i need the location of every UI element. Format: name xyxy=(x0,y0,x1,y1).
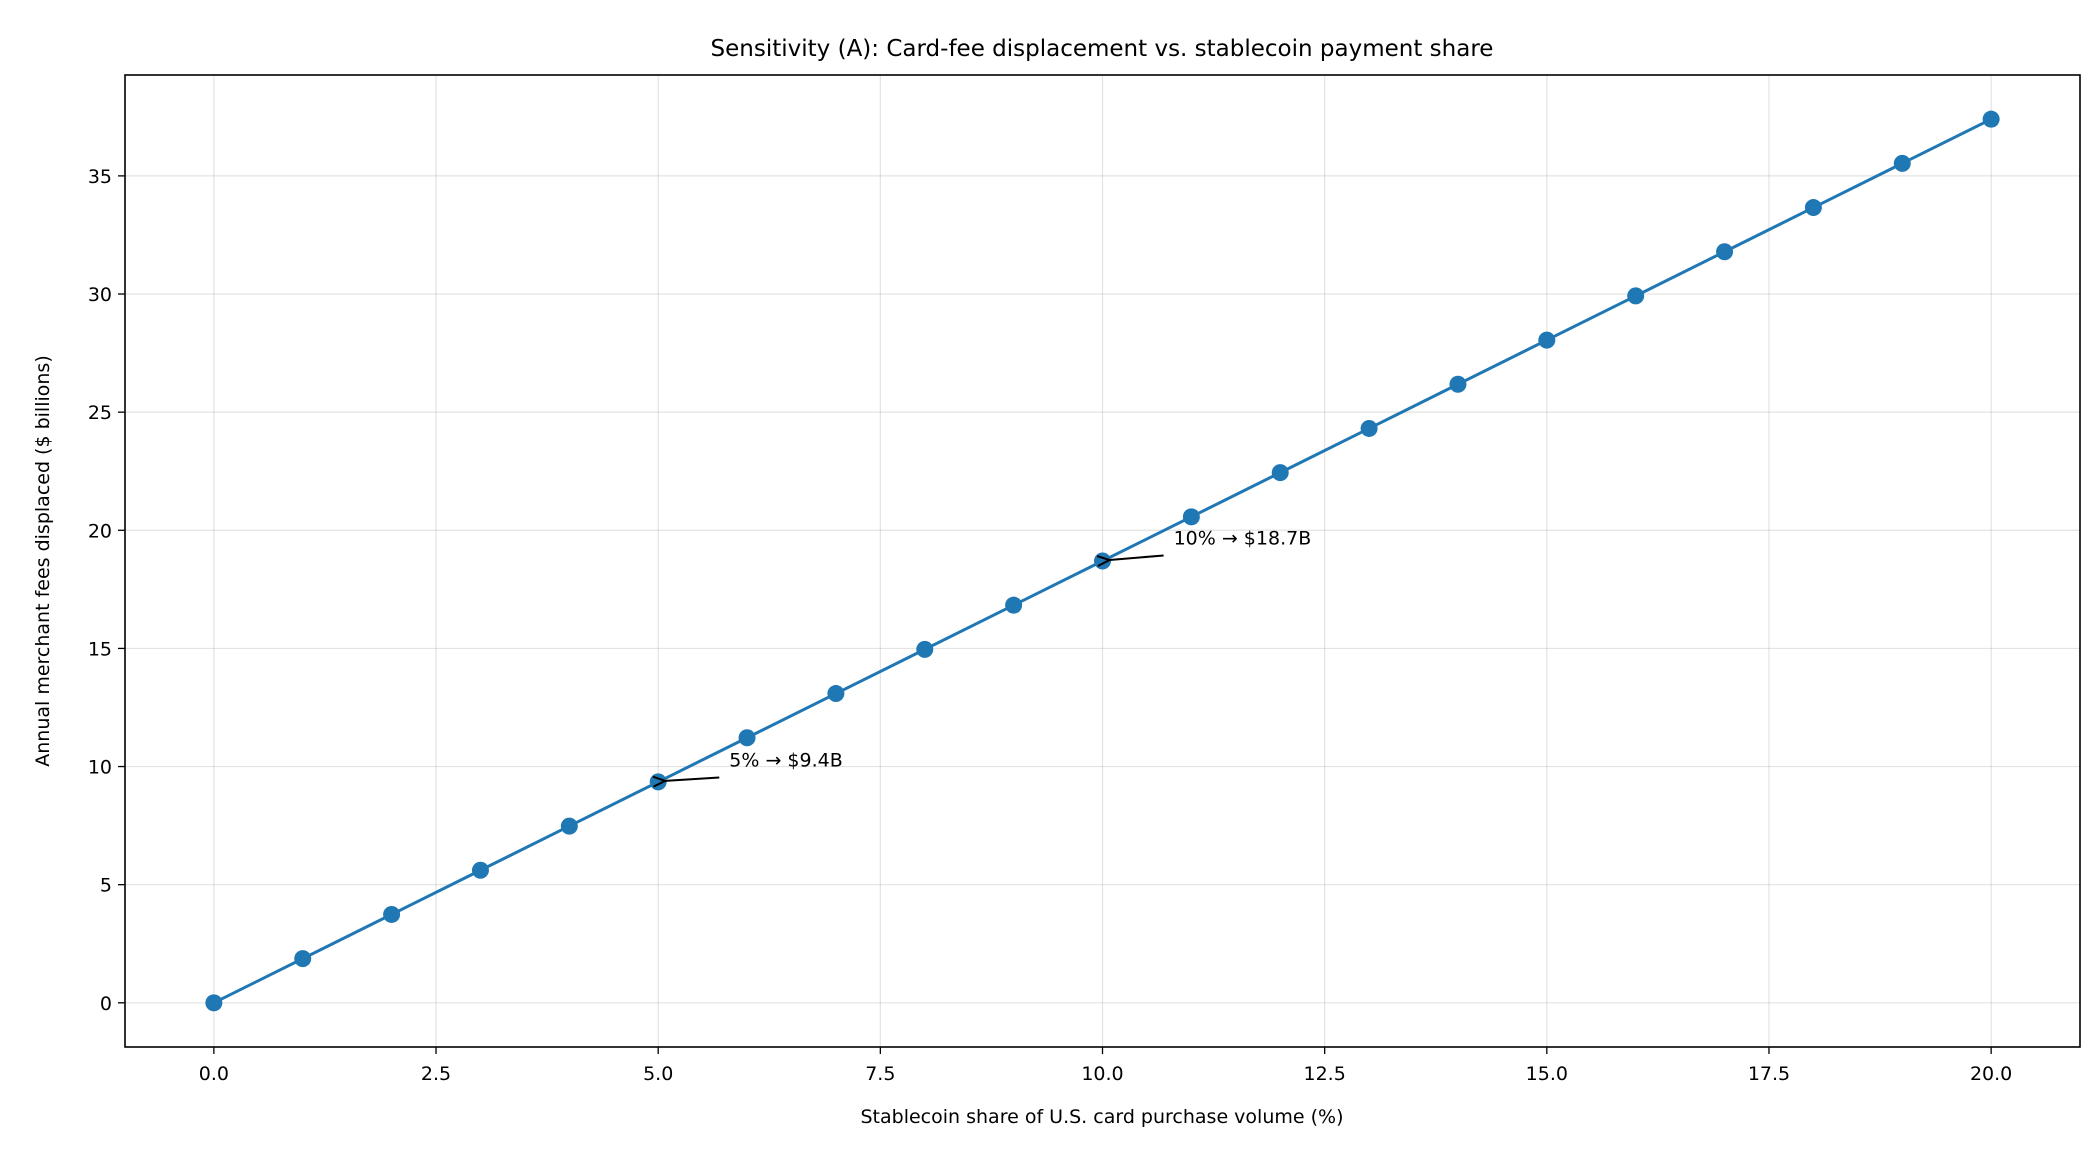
data-point xyxy=(649,773,667,791)
y-tick-label: 30 xyxy=(88,284,112,306)
y-tick-label: 35 xyxy=(88,166,112,188)
x-tick-label: 12.5 xyxy=(1304,1063,1346,1085)
data-point xyxy=(1182,508,1200,526)
data-point xyxy=(1538,331,1556,349)
data-point xyxy=(827,685,845,703)
x-axis-label: Stablecoin share of U.S. card purchase v… xyxy=(861,1106,1344,1128)
data-point xyxy=(1804,199,1822,217)
x-tick-label: 10.0 xyxy=(1081,1063,1123,1085)
data-point xyxy=(1094,552,1111,570)
y-tick-label: 5 xyxy=(100,875,112,897)
x-tick-label: 0.0 xyxy=(199,1063,229,1085)
x-tick-label: 2.5 xyxy=(421,1063,451,1085)
y-tick-label: 10 xyxy=(88,757,112,779)
y-ticks: 0 5 10 15 20 25 30 35 xyxy=(88,166,125,1015)
data-point xyxy=(1627,287,1645,305)
y-tick-label: 20 xyxy=(88,520,112,542)
annotation-label: 5% → $9.4B xyxy=(729,750,842,772)
annotation-arrow xyxy=(665,778,720,781)
data-point xyxy=(1271,464,1289,482)
data-point xyxy=(1449,375,1467,393)
data-point xyxy=(294,950,312,968)
x-tick-label: 15.0 xyxy=(1526,1063,1568,1085)
data-point xyxy=(383,905,401,923)
y-tick-label: 25 xyxy=(88,402,112,424)
x-ticks: 0.0 2.5 5.0 7.5 10.0 12.5 15.0 17.5 20.0 xyxy=(199,1047,2012,1085)
y-tick-label: 15 xyxy=(88,638,112,660)
annotation-arrow xyxy=(1110,554,1164,560)
y-axis-label: Annual merchant fees displaced ($ billio… xyxy=(32,355,54,767)
data-point xyxy=(205,994,223,1012)
data-point xyxy=(1893,154,1911,172)
x-tick-label: 5.0 xyxy=(643,1063,673,1085)
data-point xyxy=(1005,596,1023,614)
data-point xyxy=(738,729,756,747)
y-tick-label: 0 xyxy=(100,993,112,1015)
data-point xyxy=(1360,419,1378,437)
chart-title: Sensitivity (A): Card-fee displacement v… xyxy=(711,36,1494,62)
data-point xyxy=(1982,110,2000,128)
data-point xyxy=(471,861,489,879)
data-point xyxy=(916,640,934,658)
annotation-label: 10% → $18.7B xyxy=(1174,527,1312,549)
x-tick-label: 7.5 xyxy=(865,1063,895,1085)
data-point xyxy=(1716,243,1734,261)
x-tick-label: 20.0 xyxy=(1970,1063,2012,1085)
annotations: 5% → $9.4B 10% → $18.7B xyxy=(665,527,1311,780)
data-point xyxy=(560,817,578,835)
x-tick-label: 17.5 xyxy=(1748,1063,1790,1085)
